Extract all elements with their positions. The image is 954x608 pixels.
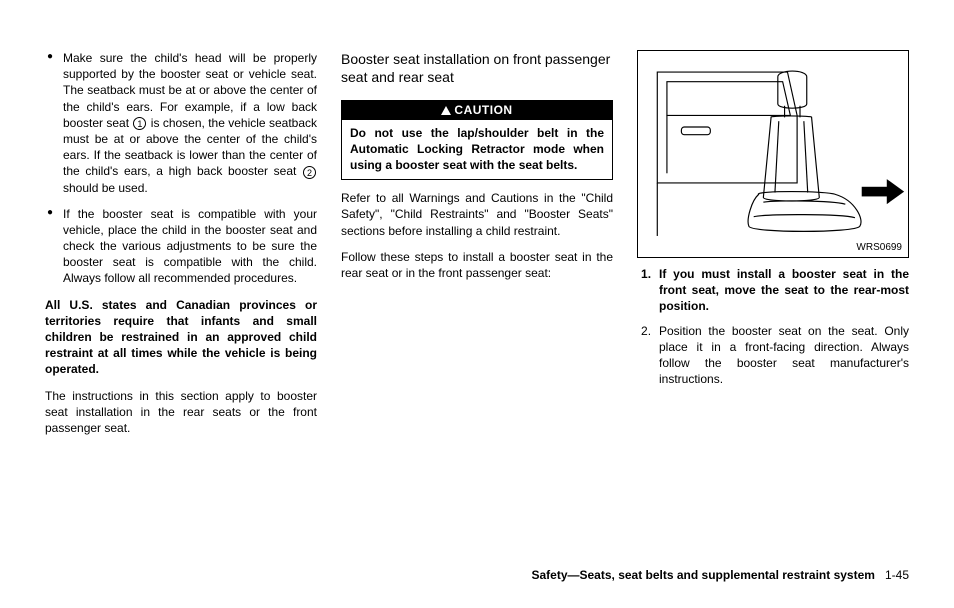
caution-body: Do not use the lap/shoulder belt in the … (341, 120, 613, 180)
column-2: Booster seat installation on front passe… (341, 50, 613, 535)
bullet-item: If the booster seat is compatible with y… (45, 206, 317, 287)
circled-number-icon: 2 (303, 166, 316, 179)
list-item: If you must install a booster seat in th… (637, 266, 909, 315)
caution-header: CAUTION (341, 100, 613, 120)
warning-triangle-icon (441, 106, 451, 115)
bullet-item: Make sure the child's head will be prope… (45, 50, 317, 196)
caution-label: CAUTION (454, 103, 512, 117)
footer-title: Safety—Seats, seat belts and supplementa… (531, 568, 874, 582)
list-item: Position the booster seat on the seat. O… (637, 323, 909, 388)
body-paragraph: Follow these steps to install a booster … (341, 249, 613, 281)
page-content: Make sure the child's head will be prope… (45, 50, 909, 535)
column-1: Make sure the child's head will be prope… (45, 50, 317, 535)
bullet-text: should be used. (63, 181, 148, 195)
column-3: WRS0699 If you must install a booster se… (637, 50, 909, 535)
numbered-list: If you must install a booster seat in th… (637, 266, 909, 395)
regulatory-paragraph: All U.S. states and Canadian provinces o… (45, 297, 317, 378)
seat-svg-icon (638, 51, 908, 257)
body-paragraph: The instructions in this section apply t… (45, 388, 317, 437)
section-title: Booster seat installation on front passe… (341, 50, 613, 86)
page-number: 1-45 (885, 568, 909, 582)
body-paragraph: Refer to all Warnings and Cautions in th… (341, 190, 613, 239)
figure-code: WRS0699 (856, 242, 902, 253)
seat-illustration: WRS0699 (637, 50, 909, 258)
page-footer: Safety—Seats, seat belts and supplementa… (531, 568, 909, 582)
circled-number-icon: 1 (133, 117, 146, 130)
bullet-list: Make sure the child's head will be prope… (45, 50, 317, 297)
